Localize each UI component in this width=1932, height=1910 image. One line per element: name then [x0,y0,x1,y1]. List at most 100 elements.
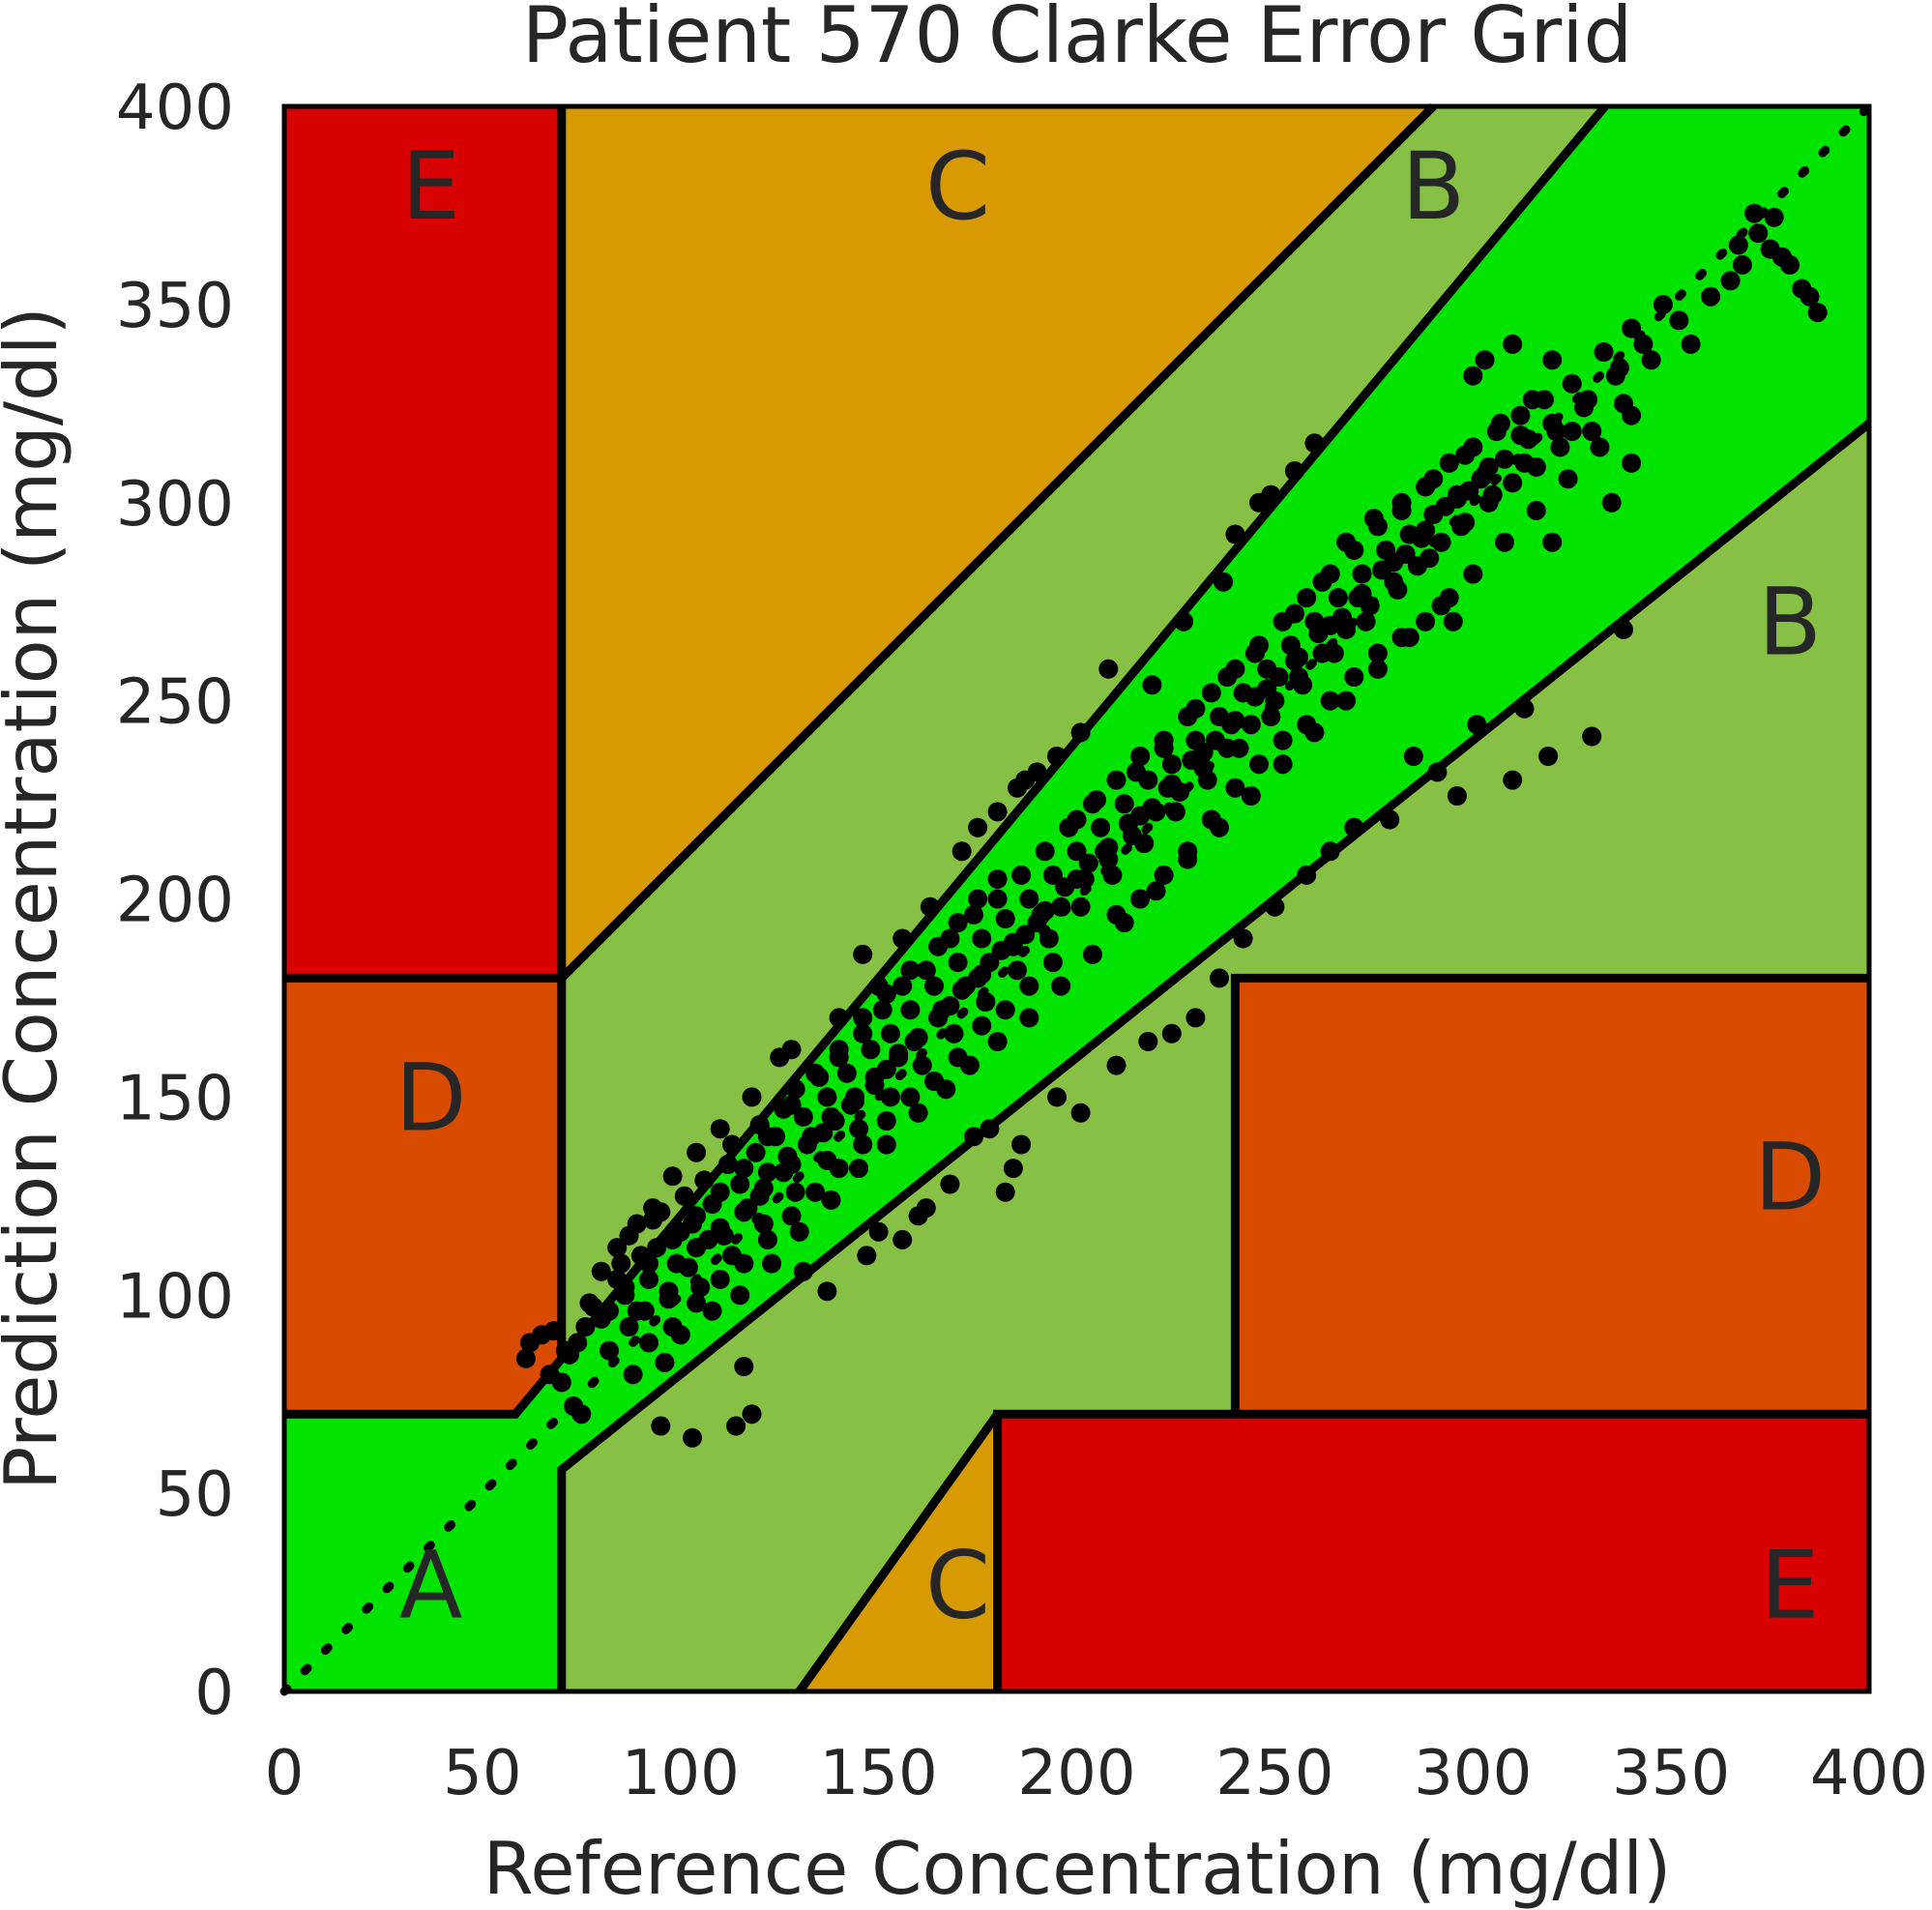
y-tick-label: 100 [116,1261,234,1333]
data-point [1008,960,1027,981]
zone-label-a: A [399,1531,463,1639]
data-point [571,1404,592,1425]
boundary-d-right [1230,973,1869,1415]
zone-label-c: C [925,132,990,241]
data-point [579,1293,600,1313]
data-point [1297,865,1317,885]
data-point [1681,334,1701,354]
boundary-c-lower [796,1411,1002,1694]
y-tick-label: 400 [116,73,234,144]
x-tick-label: 200 [1017,1738,1135,1809]
data-point [515,1348,536,1368]
data-point [1582,422,1602,441]
data-point [623,1365,643,1385]
data-point [1728,235,1748,255]
data-point [1269,667,1289,687]
data-point [900,1087,921,1107]
data-point [889,1043,909,1064]
data-point [1439,453,1459,473]
data-point [639,1253,659,1274]
data-point [1217,667,1238,687]
data-point [1495,532,1514,552]
data-point [908,1102,928,1123]
data-point [1019,889,1039,909]
data-point [1312,572,1332,592]
zone-d-right [1235,978,1869,1415]
data-point [1420,548,1440,569]
data-point [1154,865,1174,885]
data-point [1134,834,1155,854]
data-point [698,1229,718,1249]
data-point [1367,643,1388,663]
data-point [1356,611,1376,632]
data-point [1482,485,1503,505]
data-point [1423,469,1444,489]
data-point [575,1317,596,1337]
data-point [1352,564,1372,584]
data-point [746,1142,766,1162]
data-point [1653,294,1673,314]
data-point [1514,453,1535,473]
data-point [1344,817,1364,837]
data-point [1182,750,1202,771]
data-point [968,889,988,909]
y-tick-label: 250 [116,667,234,739]
data-point [694,1170,715,1190]
data-point [615,1278,635,1298]
identity-line [279,102,1874,1696]
data-point [1308,624,1329,643]
data-point [849,1159,869,1179]
x-tick-label: 0 [265,1738,305,1809]
data-point [813,1123,834,1143]
data-point [1800,286,1820,307]
x-tick-label: 350 [1612,1738,1730,1809]
data-point [1178,841,1198,862]
data-point [1344,667,1364,687]
data-point [1201,683,1221,703]
data-point [825,1111,845,1131]
data-point [916,1198,936,1219]
data-point [991,940,1011,960]
data-point [1031,904,1051,925]
data-point [1214,572,1234,592]
data-point [1622,318,1642,338]
data-point [647,1238,667,1258]
data-point [876,1134,896,1155]
data-point [1363,509,1384,529]
data-point [651,1416,671,1436]
data-point [1510,405,1531,426]
data-point [757,1162,777,1183]
data-point [774,1162,794,1183]
data-point [655,1352,675,1372]
data-point [1019,1008,1039,1028]
data-point [659,1281,679,1302]
data-point [1229,738,1249,758]
data-point [1265,896,1285,917]
data-point [1503,334,1523,354]
data-point [1336,691,1357,711]
data-point [1332,607,1352,628]
data-point [1562,422,1582,441]
x-axis-ticks: 0 50 100 150 200 250 300 350 400 [265,1738,1928,1809]
data-point [987,889,1008,909]
data-point [1578,390,1598,410]
data-point [1328,588,1348,608]
data-point [1542,350,1563,370]
data-point [1601,492,1622,513]
plot-frame [281,103,1872,1694]
data-point [1455,445,1476,465]
data-point [900,1000,921,1020]
data-point [1035,841,1055,862]
data-point [683,1427,702,1448]
boundary-a-upper [284,103,1609,1419]
data-point [600,1301,619,1321]
data-point [916,960,936,981]
data-point [904,1032,924,1051]
data-point [591,1261,611,1281]
data-point [600,1340,619,1361]
data-point [1732,254,1752,275]
y-tick-label: 0 [194,1658,234,1729]
data-point [555,1340,575,1361]
data-point [876,1111,896,1131]
data-point [948,913,968,933]
